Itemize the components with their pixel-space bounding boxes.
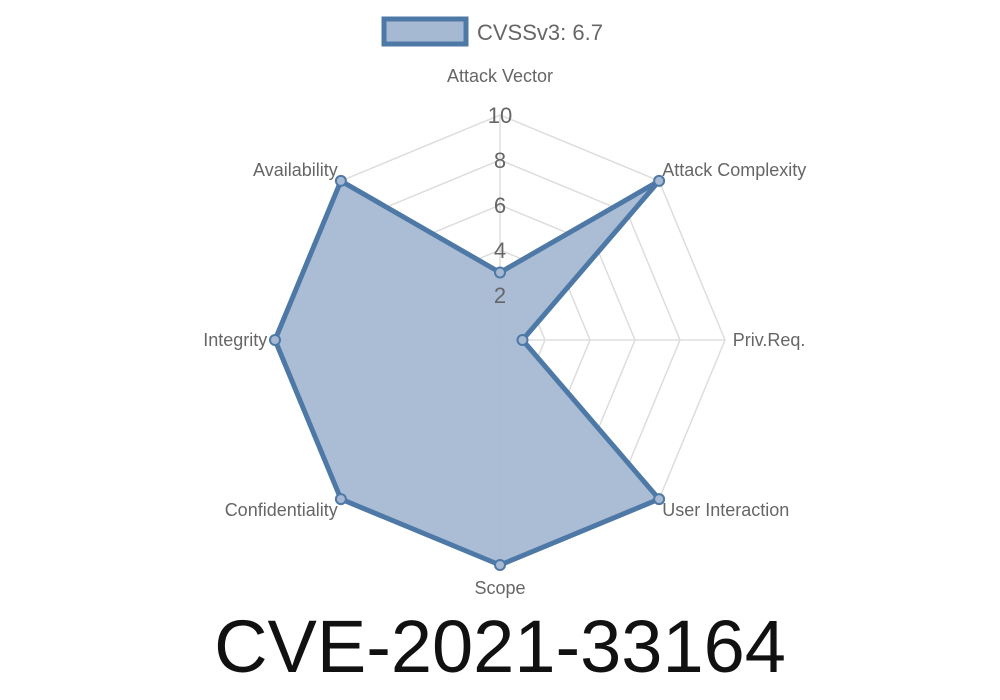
axis-label: Attack Vector	[447, 66, 553, 86]
r-tick-label: 8	[494, 148, 506, 173]
r-tick-label: 4	[494, 238, 506, 263]
axis-label: Priv.Req.	[733, 330, 806, 350]
axis-label: Confidentiality	[225, 500, 338, 520]
data-point	[494, 559, 506, 571]
axis-label: Integrity	[203, 330, 267, 350]
data-point	[334, 174, 347, 187]
data-point	[334, 493, 347, 506]
r-tick-label: 6	[494, 193, 506, 218]
data-point	[494, 266, 506, 279]
axis-label: Scope	[474, 578, 525, 598]
data-point	[653, 174, 666, 187]
axis-label: Availability	[253, 160, 338, 180]
legend-swatch	[381, 16, 469, 47]
r-tick-label: 10	[488, 103, 512, 128]
r-tick-label: 2	[494, 283, 506, 308]
chart-title: CVE-2021-33164	[214, 605, 786, 688]
axis-label: User Interaction	[662, 500, 789, 520]
data-point	[653, 493, 666, 506]
data-point	[516, 334, 529, 346]
data-point	[269, 334, 281, 346]
axis-label: Attack Complexity	[662, 160, 806, 180]
legend-label: CVSSv3: 6.7	[477, 20, 603, 45]
